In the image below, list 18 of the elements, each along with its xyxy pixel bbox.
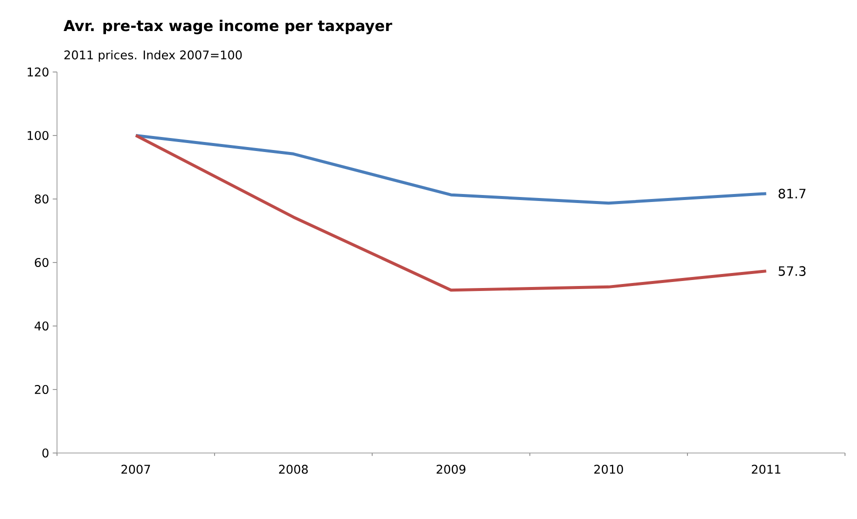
y-tick-label: 20 — [34, 384, 48, 394]
y-tick-label: 60 — [34, 258, 48, 268]
y-tick-label: 40 — [34, 321, 48, 331]
x-tick-label: 2010 — [594, 464, 624, 474]
line-series — [134, 134, 768, 292]
y-tick-label: 100 — [28, 130, 48, 140]
x-tick-label: 2008 — [279, 464, 308, 474]
y-tick-label: 80 — [34, 194, 48, 204]
data-label: 57.3 — [778, 266, 806, 276]
x-tick-label: 2009 — [436, 464, 466, 474]
y-tick-label: 0 — [42, 448, 48, 458]
line-series — [134, 134, 768, 205]
data-label: 81.7 — [778, 188, 806, 198]
x-tick-label: 2007 — [121, 464, 150, 474]
y-tick-label: 120 — [28, 67, 48, 77]
chart-subtitle: 2011 prices. Index 2007=100 — [64, 50, 242, 62]
chart-title: Avr. pre-tax wage income per taxpayer — [64, 20, 392, 34]
x-tick-label: 2011 — [752, 464, 780, 474]
